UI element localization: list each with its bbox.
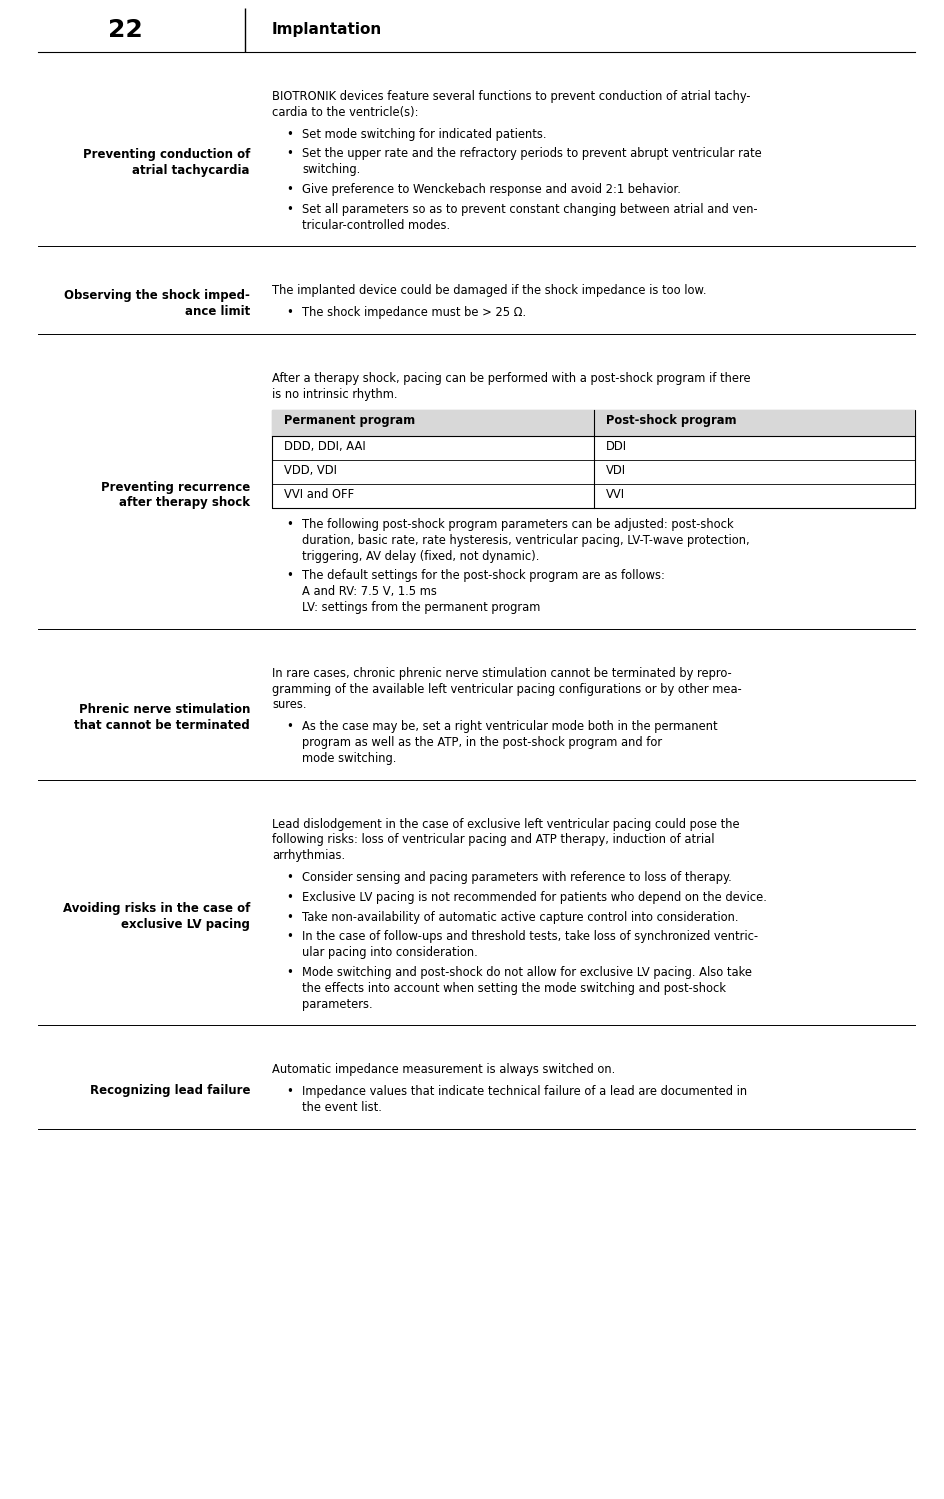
Text: the effects into account when setting the mode switching and post-shock: the effects into account when setting th… (302, 982, 725, 995)
Text: •: • (286, 965, 294, 979)
Text: •: • (286, 911, 294, 923)
Text: VVI and OFF: VVI and OFF (284, 489, 354, 501)
Text: the event list.: the event list. (302, 1102, 381, 1114)
Bar (272, 409, 914, 436)
Text: sures.: sures. (272, 699, 306, 712)
Text: atrial tachycardia: atrial tachycardia (132, 165, 250, 177)
Text: •: • (286, 147, 294, 160)
Text: The shock impedance must be > 25 Ω.: The shock impedance must be > 25 Ω. (302, 306, 526, 319)
Text: Give preference to Wenckebach response and avoid 2:1 behavior.: Give preference to Wenckebach response a… (302, 183, 681, 196)
Text: Lead dislodgement in the case of exclusive left ventricular pacing could pose th: Lead dislodgement in the case of exclusi… (272, 817, 739, 830)
Text: As the case may be, set a right ventricular mode both in the permanent: As the case may be, set a right ventricu… (302, 721, 716, 733)
Text: •: • (286, 1085, 294, 1099)
Text: Take non-availability of automatic active capture control into consideration.: Take non-availability of automatic activ… (302, 911, 737, 923)
Text: Permanent program: Permanent program (284, 414, 414, 427)
Text: ular pacing into consideration.: ular pacing into consideration. (302, 946, 478, 959)
Text: Impedance values that indicate technical failure of a lead are documented in: Impedance values that indicate technical… (302, 1085, 747, 1099)
Text: DDD, DDI, AAI: DDD, DDI, AAI (284, 441, 365, 453)
Text: VVI: VVI (605, 489, 624, 501)
Text: following risks: loss of ventricular pacing and ATP therapy, induction of atrial: following risks: loss of ventricular pac… (272, 833, 714, 847)
Text: that cannot be terminated: that cannot be terminated (75, 720, 250, 733)
Text: Set mode switching for indicated patients.: Set mode switching for indicated patient… (302, 127, 546, 141)
Text: •: • (286, 183, 294, 196)
Text: Automatic impedance measurement is always switched on.: Automatic impedance measurement is alway… (272, 1063, 615, 1076)
Text: Avoiding risks in the case of: Avoiding risks in the case of (62, 902, 250, 914)
Text: triggering, AV delay (fixed, not dynamic).: triggering, AV delay (fixed, not dynamic… (302, 550, 539, 562)
Text: VDI: VDI (605, 465, 625, 477)
Text: Preventing conduction of: Preventing conduction of (82, 148, 250, 162)
Text: The following post-shock program parameters can be adjusted: post-shock: The following post-shock program paramet… (302, 519, 733, 531)
Text: DDI: DDI (605, 441, 626, 453)
Text: duration, basic rate, rate hysteresis, ventricular pacing, LV-T-wave protection,: duration, basic rate, rate hysteresis, v… (302, 534, 749, 547)
Text: In the case of follow-ups and threshold tests, take loss of synchronized ventric: In the case of follow-ups and threshold … (302, 931, 757, 943)
Text: •: • (286, 931, 294, 943)
Text: After a therapy shock, pacing can be performed with a post-shock program if ther: After a therapy shock, pacing can be per… (272, 372, 750, 385)
Text: Mode switching and post-shock do not allow for exclusive LV pacing. Also take: Mode switching and post-shock do not all… (302, 965, 751, 979)
Text: switching.: switching. (302, 163, 360, 177)
Text: Exclusive LV pacing is not recommended for patients who depend on the device.: Exclusive LV pacing is not recommended f… (302, 890, 767, 904)
Text: arrhythmias.: arrhythmias. (272, 850, 345, 862)
Text: mode switching.: mode switching. (302, 752, 396, 764)
Text: is no intrinsic rhythm.: is no intrinsic rhythm. (272, 388, 397, 400)
Text: •: • (286, 202, 294, 216)
Text: In rare cases, chronic phrenic nerve stimulation cannot be terminated by repro-: In rare cases, chronic phrenic nerve sti… (272, 667, 731, 681)
Text: cardia to the ventricle(s):: cardia to the ventricle(s): (272, 106, 418, 118)
Text: •: • (286, 871, 294, 884)
Text: •: • (286, 519, 294, 531)
Text: Post-shock program: Post-shock program (605, 414, 735, 427)
Text: A and RV: 7.5 V, 1.5 ms: A and RV: 7.5 V, 1.5 ms (302, 585, 436, 598)
Text: after therapy shock: after therapy shock (119, 496, 250, 510)
Text: Recognizing lead failure: Recognizing lead failure (90, 1084, 250, 1097)
Text: Phrenic nerve stimulation: Phrenic nerve stimulation (78, 703, 250, 717)
Text: Consider sensing and pacing parameters with reference to loss of therapy.: Consider sensing and pacing parameters w… (302, 871, 731, 884)
Text: BIOTRONIK devices feature several functions to prevent conduction of atrial tach: BIOTRONIK devices feature several functi… (272, 90, 750, 103)
Text: LV: settings from the permanent program: LV: settings from the permanent program (302, 601, 540, 615)
Text: program as well as the ATP, in the post-shock program and for: program as well as the ATP, in the post-… (302, 736, 662, 750)
Text: tricular-controlled modes.: tricular-controlled modes. (302, 219, 449, 232)
Text: The implanted device could be damaged if the shock impedance is too low.: The implanted device could be damaged if… (272, 285, 706, 297)
Text: 22: 22 (108, 18, 143, 42)
Text: The default settings for the post-shock program are as follows:: The default settings for the post-shock … (302, 570, 665, 583)
Text: Set the upper rate and the refractory periods to prevent abrupt ventricular rate: Set the upper rate and the refractory pe… (302, 147, 761, 160)
Text: exclusive LV pacing: exclusive LV pacing (121, 917, 250, 931)
Text: VDD, VDI: VDD, VDI (284, 465, 337, 477)
Text: Observing the shock imped-: Observing the shock imped- (64, 289, 250, 303)
Text: •: • (286, 570, 294, 583)
Text: gramming of the available left ventricular pacing configurations or by other mea: gramming of the available left ventricul… (272, 682, 741, 696)
Bar (272, 409, 914, 508)
Text: •: • (286, 721, 294, 733)
Text: •: • (286, 127, 294, 141)
Text: •: • (286, 306, 294, 319)
Text: Implantation: Implantation (272, 22, 381, 37)
Text: Set all parameters so as to prevent constant changing between atrial and ven-: Set all parameters so as to prevent cons… (302, 202, 757, 216)
Text: ance limit: ance limit (185, 306, 250, 318)
Text: •: • (286, 890, 294, 904)
Text: Preventing recurrence: Preventing recurrence (101, 481, 250, 493)
Text: parameters.: parameters. (302, 998, 372, 1010)
